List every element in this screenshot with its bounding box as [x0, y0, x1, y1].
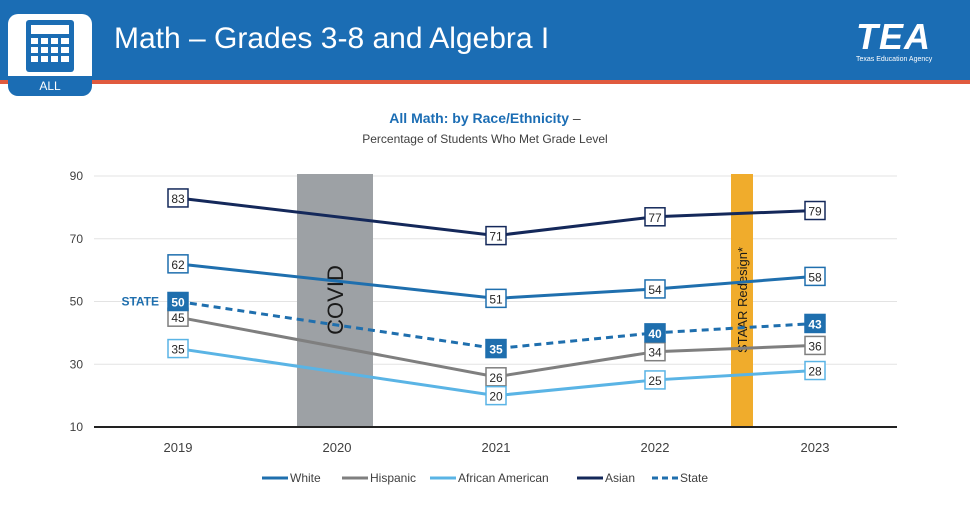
state-label: STATE	[121, 295, 159, 309]
data-label-box-african-american	[167, 338, 189, 359]
staar-redesign-bar	[731, 174, 753, 427]
data-label-hispanic: 26	[489, 371, 503, 385]
data-label-box-state	[644, 323, 666, 343]
series-line-state	[177, 300, 816, 351]
data-label-box-state	[485, 338, 507, 359]
data-label-state: 43	[808, 317, 822, 331]
x-tick-label: 2023	[801, 440, 830, 455]
series-line-asian	[177, 196, 816, 238]
data-label-box-asian	[485, 225, 507, 246]
y-tick-label: 10	[70, 420, 84, 434]
data-label-hispanic: 34	[648, 346, 662, 360]
data-label-asian: 83	[171, 192, 185, 206]
data-label-box-white	[644, 279, 666, 299]
data-label-hispanic: 45	[171, 311, 185, 325]
series-line-white	[177, 262, 816, 300]
data-label-white: 51	[489, 292, 503, 306]
badge-label: ALL	[8, 76, 92, 96]
data-label-hispanic: 36	[808, 339, 822, 353]
data-label-asian: 71	[489, 230, 503, 244]
staar-redesign-label: STAAR Redesign*	[735, 247, 750, 353]
data-label-box-african-american	[804, 360, 826, 381]
chart-title-text: All Math: by Race/Ethnicity	[389, 110, 569, 126]
y-tick-label: 50	[70, 295, 84, 309]
x-tick-label: 2022	[641, 440, 670, 455]
legend-label-hispanic: Hispanic	[370, 471, 416, 485]
logo-wordmark: TEA	[856, 16, 931, 57]
header-banner	[0, 0, 970, 80]
y-tick-label: 30	[70, 357, 84, 371]
data-label-asian: 77	[648, 211, 662, 225]
x-tick-label: 2019	[164, 440, 193, 455]
data-label-box-african-american	[485, 385, 507, 406]
header-rule	[0, 80, 970, 84]
data-label-box-hispanic	[804, 335, 826, 356]
chart-title: All Math: by Race/Ethnicity –	[0, 110, 970, 126]
y-tick-label: 90	[70, 169, 84, 183]
legend-label-african-american: African American	[458, 471, 549, 485]
tea-logo: TEA Texas Education Agency	[852, 12, 962, 72]
data-label-box-state	[804, 313, 826, 334]
page-title: Math – Grades 3-8 and Algebra I	[114, 22, 550, 55]
data-label-box-hispanic	[644, 341, 666, 362]
data-label-state: 50	[171, 296, 185, 310]
logo-subtitle: Texas Education Agency	[856, 56, 933, 63]
data-label-box-state	[167, 291, 189, 312]
data-label-box-asian	[804, 200, 826, 221]
data-label-box-hispanic	[485, 367, 507, 387]
data-label-white: 54	[648, 283, 662, 297]
chart-title-dash: –	[572, 110, 581, 126]
data-label-white: 58	[808, 270, 822, 284]
series-line-hispanic	[177, 315, 816, 379]
chart-subtitle: Percentage of Students Who Met Grade Lev…	[362, 132, 608, 146]
data-label-box-asian	[167, 188, 189, 208]
data-label-white: 62	[171, 258, 185, 272]
x-tick-label: 2020	[323, 440, 352, 455]
data-label-african-american: 28	[808, 365, 822, 379]
calculator-badge: ALL	[8, 14, 92, 96]
data-label-box-white	[167, 254, 189, 274]
data-label-box-white	[485, 288, 507, 309]
legend-label-state: State	[680, 471, 708, 485]
series-line-african-american	[177, 347, 816, 398]
data-label-box-asian	[644, 207, 666, 227]
data-label-asian: 79	[808, 205, 822, 219]
y-tick-label: 70	[70, 232, 84, 246]
data-label-african-american: 20	[489, 390, 503, 404]
data-label-state: 35	[489, 343, 503, 357]
x-tick-label: 2021	[482, 440, 511, 455]
legend-label-white: White	[290, 471, 321, 485]
data-label-box-white	[804, 266, 826, 287]
data-label-african-american: 35	[171, 343, 185, 357]
calculator-icon	[26, 20, 74, 72]
data-label-box-african-american	[644, 370, 666, 390]
data-label-african-american: 25	[648, 374, 662, 388]
data-label-state: 40	[648, 327, 662, 341]
legend-label-asian: Asian	[605, 471, 635, 485]
